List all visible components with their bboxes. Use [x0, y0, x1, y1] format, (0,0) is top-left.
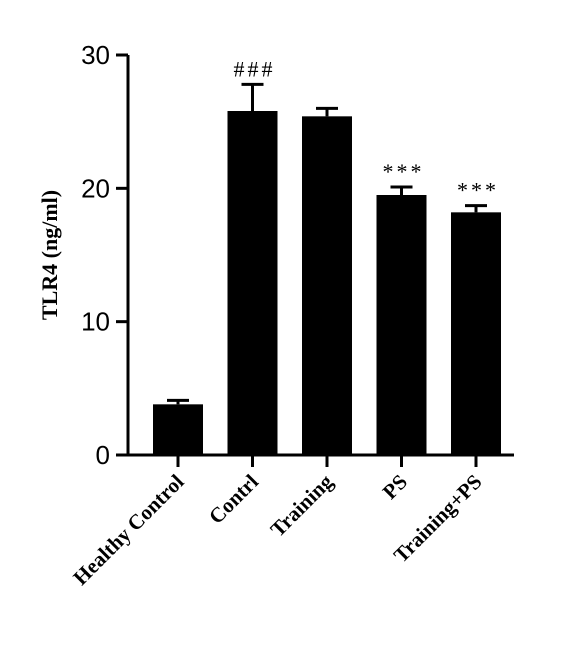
category-label-4: PS	[378, 470, 412, 504]
bar-3	[302, 116, 352, 455]
category-label-1: Healthy Control	[68, 469, 188, 589]
bar-4	[376, 195, 427, 455]
y-ticks-group: 0 10 20 30	[81, 40, 128, 470]
x-ticks-group: Healthy Control Contrl Training PSTraining+…	[68, 455, 487, 590]
category-label-3: Training	[266, 469, 338, 541]
annotations-group: ### *** ***	[234, 56, 499, 203]
y-tick-label-30: 30	[81, 40, 110, 70]
y-tick-label-0: 0	[96, 440, 110, 470]
bar-5	[451, 212, 501, 455]
plot-area: ### *** *** 0 10 20 30 Healthy Control Contrl T…	[68, 40, 514, 590]
error-bar-1	[167, 398, 189, 405]
significance-mark-4: ***	[383, 159, 425, 184]
category-label-2: Contrl	[204, 469, 263, 528]
error-bar-4	[390, 185, 413, 195]
bar-1	[153, 404, 203, 455]
error-bar-5	[465, 204, 487, 213]
bar-2	[227, 111, 278, 455]
error-bar-2	[241, 82, 264, 111]
y-tick-label-20: 20	[81, 173, 110, 203]
y-axis-title: TLR4 (ng/ml)	[37, 190, 62, 320]
error-bars-group	[167, 82, 487, 405]
significance-mark-2: ###	[234, 56, 276, 81]
bars-group	[153, 111, 501, 455]
y-tick-label-10: 10	[81, 307, 110, 337]
significance-mark-5: ***	[457, 178, 499, 203]
error-bar-3	[316, 106, 338, 117]
